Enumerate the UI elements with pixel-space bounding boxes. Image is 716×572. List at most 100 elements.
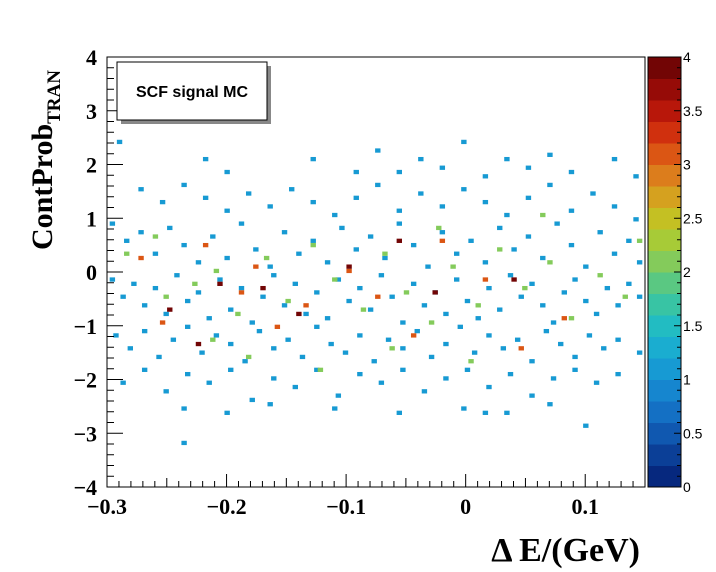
heatmap-bin bbox=[583, 298, 589, 304]
palette-swatch bbox=[648, 143, 681, 165]
heatmap-bin bbox=[439, 230, 446, 235]
chart-title: SCF signal MC bbox=[136, 84, 248, 101]
y-tick-label: −3 bbox=[73, 421, 97, 446]
heatmap-bin bbox=[597, 273, 603, 278]
heatmap-bin bbox=[256, 328, 263, 334]
heatmap-bin bbox=[228, 341, 234, 347]
heatmap-bin bbox=[116, 139, 123, 145]
heatmap-bin bbox=[138, 187, 144, 192]
heatmap-bin bbox=[375, 148, 381, 153]
heatmap-bin bbox=[550, 320, 557, 325]
heatmap-bin bbox=[159, 199, 166, 205]
heatmap-bin bbox=[281, 230, 288, 235]
heatmap-bin bbox=[235, 311, 241, 317]
heatmap-bin bbox=[357, 333, 363, 338]
heatmap-bin bbox=[604, 285, 611, 291]
heatmap-bin bbox=[615, 371, 621, 377]
heatmap-bin bbox=[120, 294, 126, 299]
palette-tick-label: 1.5 bbox=[683, 318, 703, 334]
heatmap-bin bbox=[127, 346, 133, 351]
heatmap-bin bbox=[529, 281, 535, 286]
heatmap-bin bbox=[181, 182, 187, 188]
heatmap-bin bbox=[159, 320, 166, 325]
heatmap-bin bbox=[328, 341, 334, 347]
heatmap-bin bbox=[260, 285, 266, 291]
heatmap-bin bbox=[525, 234, 532, 239]
heatmap-bin bbox=[497, 225, 503, 231]
x-tick-label: 0.1 bbox=[571, 494, 599, 519]
heatmap-bin bbox=[572, 354, 578, 360]
heatmap-bin bbox=[389, 346, 395, 351]
heatmap-bin bbox=[213, 333, 220, 338]
heatmap-bin bbox=[138, 230, 144, 235]
heatmap-bin bbox=[271, 376, 277, 381]
title-box-frame bbox=[116, 61, 268, 121]
heatmap-bin bbox=[202, 195, 209, 200]
heatmap-bin bbox=[385, 337, 392, 342]
heatmap-bin bbox=[597, 230, 603, 235]
heatmap-bin bbox=[138, 255, 144, 261]
heatmap-bin bbox=[611, 156, 618, 162]
x-axis: −0.3 −0.2 −0.1 0 0.1 bbox=[87, 474, 646, 519]
heatmap-bin bbox=[163, 294, 169, 299]
heatmap-bin bbox=[504, 410, 510, 415]
heatmap-bin bbox=[124, 251, 130, 256]
heatmap-bin bbox=[525, 165, 532, 170]
heatmap-bin bbox=[636, 260, 643, 265]
heatmap-bin bbox=[482, 410, 489, 415]
y-tick-label: 0 bbox=[86, 260, 97, 285]
palette-swatch bbox=[648, 186, 681, 208]
heatmap-bin bbox=[335, 277, 342, 282]
heatmap-bin bbox=[507, 371, 514, 377]
heatmap-bin bbox=[375, 182, 381, 188]
heatmap-bin bbox=[224, 255, 230, 261]
heatmap-bin bbox=[253, 264, 259, 269]
heatmap-bin bbox=[367, 234, 374, 239]
heatmap-bin bbox=[633, 174, 639, 179]
heatmap-bin bbox=[267, 204, 273, 209]
palette-swatch bbox=[648, 164, 681, 187]
heatmap-bin bbox=[156, 354, 162, 360]
heatmap-bin bbox=[292, 384, 298, 390]
palette-tick-label: 1 bbox=[683, 372, 691, 388]
heatmap-bin bbox=[507, 273, 514, 278]
heatmap-bin bbox=[633, 217, 639, 222]
heatmap-bin bbox=[224, 410, 230, 415]
heatmap-bin bbox=[210, 337, 216, 342]
heatmap-bin bbox=[289, 187, 295, 192]
heatmap-bin bbox=[396, 221, 402, 226]
heatmap-bin bbox=[486, 333, 492, 338]
heatmap-bin bbox=[540, 212, 546, 218]
heatmap-bin bbox=[425, 264, 431, 269]
heatmap-bin bbox=[310, 156, 316, 162]
heatmap-bin bbox=[443, 341, 449, 347]
palette-tick-label: 0 bbox=[683, 479, 691, 495]
heatmap-bin bbox=[601, 346, 607, 351]
heatmap-bin bbox=[529, 393, 535, 398]
heatmap-bin bbox=[152, 234, 159, 239]
heatmap-bin bbox=[486, 285, 492, 291]
y-axis-label-main: ContProb bbox=[26, 124, 59, 250]
heatmap-bin bbox=[454, 251, 460, 256]
heatmap-bin bbox=[518, 346, 524, 351]
heatmap-bin bbox=[561, 290, 567, 295]
heatmap-bin bbox=[547, 260, 553, 265]
palette-tick-label: 4 bbox=[683, 49, 691, 65]
x-tick-label: 0 bbox=[460, 494, 471, 519]
heatmap-bin bbox=[497, 307, 503, 312]
heatmap-bin bbox=[224, 169, 230, 175]
heatmap-bin bbox=[572, 367, 578, 372]
heatmap-bin bbox=[497, 247, 503, 252]
heatmap-bin bbox=[504, 156, 510, 162]
heatmap-bin bbox=[568, 316, 575, 321]
heatmap-bin bbox=[195, 260, 202, 265]
heatmap-bin bbox=[124, 238, 130, 243]
heatmap-bin bbox=[120, 380, 126, 385]
heatmap-bin bbox=[522, 285, 528, 291]
heatmap-bin bbox=[217, 277, 223, 282]
heatmap-bin bbox=[332, 406, 338, 411]
heatmap-bin bbox=[615, 337, 621, 342]
heatmap-bin bbox=[163, 311, 169, 317]
heatmap-bin bbox=[586, 333, 593, 338]
heatmap-bin bbox=[228, 307, 234, 312]
